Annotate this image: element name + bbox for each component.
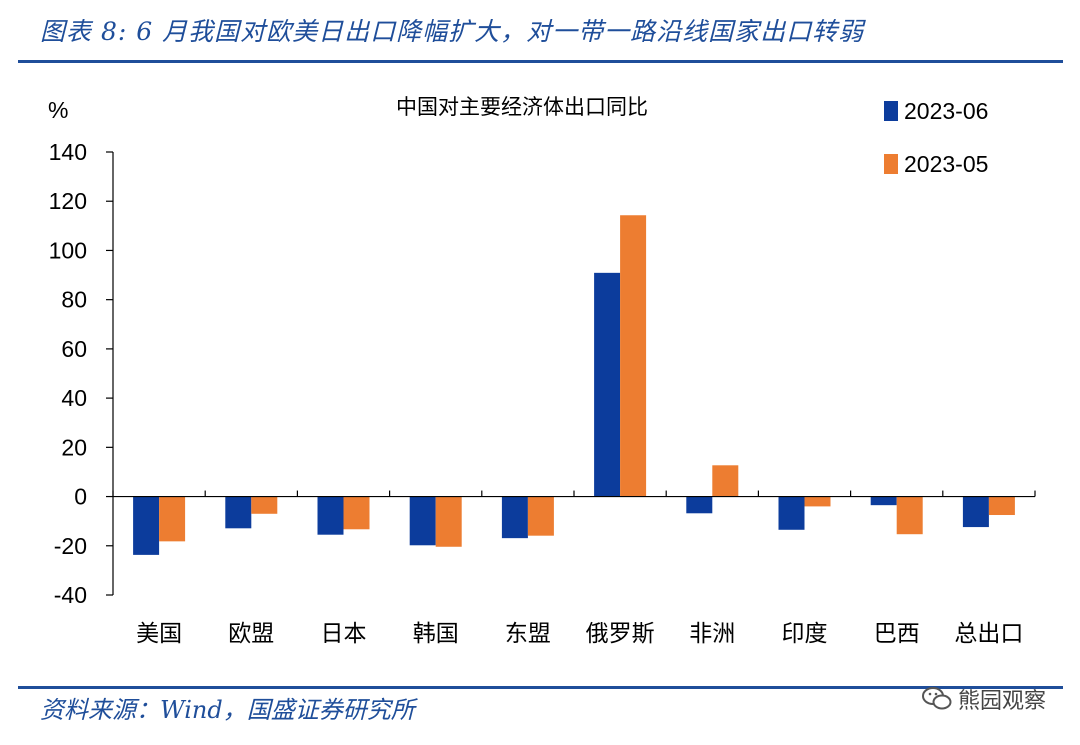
- watermark: 熊园观察: [921, 683, 1046, 715]
- legend-label: 2023-06: [904, 98, 988, 124]
- y-tick-label: 100: [49, 237, 87, 263]
- bar-2023-06: [962, 496, 989, 528]
- x-category-label: 日本: [321, 621, 367, 647]
- wechat-icon: [921, 687, 952, 710]
- x-category-label: 韩国: [413, 621, 459, 647]
- bar-chart: 中国对主要经济体出口同比 % 140120100806040200-20-40 …: [48, 95, 1036, 647]
- bar-2023-06: [686, 496, 713, 514]
- y-tick-label: 40: [61, 385, 87, 411]
- legend-label: 2023-05: [904, 151, 988, 177]
- y-tick-label: 20: [61, 434, 87, 460]
- chart-title: 中国对主要经济体出口同比: [396, 95, 648, 119]
- y-tick-label: 80: [61, 287, 87, 313]
- bar-2023-06: [133, 496, 160, 555]
- x-category-label: 总出口: [954, 621, 1023, 647]
- bar-2023-06: [225, 496, 252, 529]
- y-axis-ticks: 140 120 100 80 60 40 20 0 -20 -40: [49, 139, 113, 608]
- bar-2023-06: [870, 496, 897, 506]
- legend-swatch: [884, 101, 898, 121]
- source-note: 资料来源：Wind，国盛证券研究所: [40, 696, 415, 724]
- x-category-label: 巴西: [874, 621, 920, 647]
- x-category-label: 美国: [136, 621, 182, 647]
- bar-2023-05: [804, 496, 831, 507]
- x-category-label: 非洲: [689, 621, 735, 647]
- bar-2023-06: [317, 496, 344, 535]
- bar-2023-05: [988, 496, 1015, 516]
- x-axis-categories: 美国 欧盟 日本 韩国 东盟 俄罗斯 非洲 印度 巴西 总出口: [136, 621, 1023, 647]
- figure-title: 图表 8: 6 月我国对欧美日出口降幅扩大，对一带一路沿线国家出口转弱: [40, 17, 865, 46]
- bar-2023-06: [778, 496, 805, 530]
- watermark-text: 熊园观察: [957, 689, 1046, 714]
- x-category-label: 印度: [782, 621, 828, 647]
- y-tick-label: -40: [54, 582, 87, 608]
- x-category-label: 欧盟: [228, 621, 274, 647]
- legend-swatch: [884, 154, 898, 174]
- x-category-label: 东盟: [505, 621, 551, 647]
- bar-2023-05: [620, 215, 647, 497]
- y-tick-label: 120: [49, 188, 87, 214]
- bar-2023-05: [159, 496, 186, 542]
- y-tick-label: -20: [54, 533, 87, 559]
- source-divider: [18, 686, 1063, 689]
- bar-2023-05: [435, 496, 462, 547]
- x-category-label: 俄罗斯: [586, 621, 655, 647]
- bar-2023-05: [896, 496, 923, 535]
- legend: 2023-06 2023-05: [884, 98, 988, 177]
- bar-series: [133, 215, 1015, 555]
- bar-2023-06: [409, 496, 436, 546]
- bar-2023-06: [594, 272, 621, 497]
- y-tick-label: 140: [49, 139, 87, 165]
- y-axis-unit: %: [48, 97, 68, 123]
- bar-2023-05: [343, 496, 370, 530]
- bar-2023-05: [712, 465, 739, 497]
- y-tick-label: 60: [61, 336, 87, 362]
- axes: [112, 152, 1036, 595]
- bar-2023-06: [501, 496, 528, 539]
- y-tick-label: 0: [74, 484, 87, 510]
- bar-2023-05: [527, 496, 554, 536]
- bar-2023-05: [251, 496, 278, 514]
- title-divider: [18, 60, 1063, 63]
